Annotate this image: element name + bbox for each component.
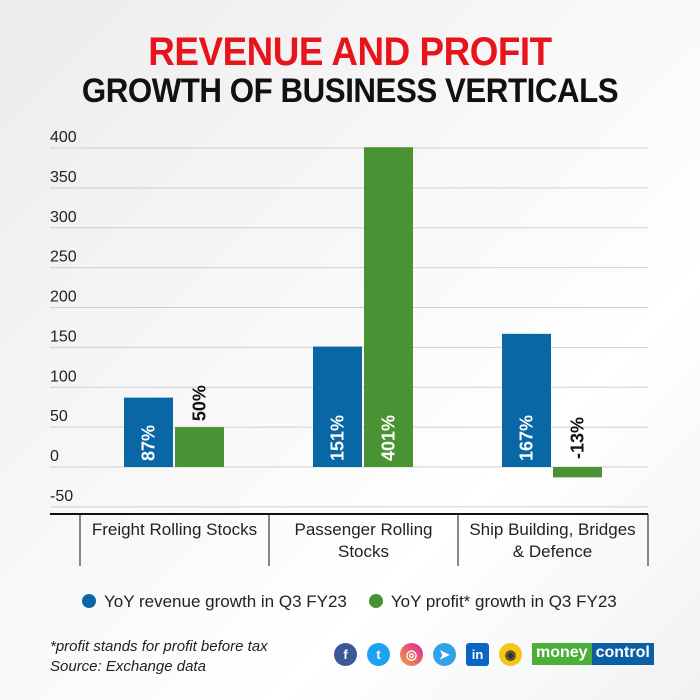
legend-label: YoY profit* growth in Q3 FY23 bbox=[390, 592, 617, 611]
y-tick-label: 400 bbox=[50, 129, 77, 146]
bar-profit bbox=[553, 467, 602, 478]
y-tick-label: 100 bbox=[50, 368, 77, 385]
x-category-label: Stocks bbox=[338, 542, 389, 561]
logo-part-control: control bbox=[591, 643, 654, 665]
moneycontrol-logo: money control bbox=[532, 643, 654, 665]
legend-item-revenue: YoY revenue growth in Q3 FY23 bbox=[82, 592, 347, 612]
facebook-icon[interactable]: f bbox=[334, 643, 357, 666]
y-tick-label: 200 bbox=[50, 289, 77, 306]
logo-part-money: money bbox=[532, 643, 592, 665]
x-category-label: Ship Building, Bridges bbox=[469, 520, 635, 539]
y-tick-label: 250 bbox=[50, 249, 77, 266]
y-tick-label: 0 bbox=[50, 448, 59, 465]
y-tick-label: -50 bbox=[50, 488, 73, 505]
x-category-label: Passenger Rolling bbox=[295, 520, 433, 539]
data-label: 50% bbox=[190, 385, 210, 421]
y-tick-label: 300 bbox=[50, 209, 77, 226]
bar-revenue bbox=[313, 346, 362, 467]
bar-profit bbox=[364, 147, 413, 467]
data-label: 401% bbox=[379, 415, 399, 461]
y-tick-label: 50 bbox=[50, 408, 68, 425]
legend: YoY revenue growth in Q3 FY23 YoY profit… bbox=[82, 592, 617, 612]
legend-label: YoY revenue growth in Q3 FY23 bbox=[104, 592, 347, 611]
x-category-label: & Defence bbox=[513, 542, 592, 561]
title-line-1: REVENUE AND PROFIT bbox=[148, 30, 552, 74]
bar-revenue bbox=[502, 333, 551, 467]
x-category-label: Freight Rolling Stocks bbox=[92, 520, 257, 539]
bar-profit bbox=[175, 427, 224, 467]
y-tick-label: 350 bbox=[50, 169, 77, 186]
social-icons: f t ◎ ➤ in ◉ bbox=[334, 643, 522, 666]
telegram-icon[interactable]: ➤ bbox=[433, 643, 456, 666]
source: Source: Exchange data bbox=[50, 658, 206, 675]
data-label: 87% bbox=[139, 425, 159, 461]
y-tick-label: 150 bbox=[50, 328, 77, 345]
legend-item-profit: YoY profit* growth in Q3 FY23 bbox=[368, 592, 617, 612]
legend-swatch bbox=[368, 594, 383, 608]
instagram-icon[interactable]: ◎ bbox=[400, 643, 423, 666]
title-line-2: GROWTH OF BUSINESS VERTICALS bbox=[81, 72, 619, 110]
koo-icon[interactable]: ◉ bbox=[499, 643, 522, 666]
legend-swatch bbox=[82, 594, 96, 608]
data-label: -13% bbox=[568, 417, 588, 459]
linkedin-icon[interactable]: in bbox=[466, 643, 489, 666]
data-label: 151% bbox=[328, 415, 348, 461]
bar-revenue bbox=[124, 397, 173, 467]
data-label: 167% bbox=[517, 415, 537, 461]
footnote: *profit stands for profit before tax bbox=[50, 638, 268, 655]
twitter-icon[interactable]: t bbox=[367, 643, 390, 666]
